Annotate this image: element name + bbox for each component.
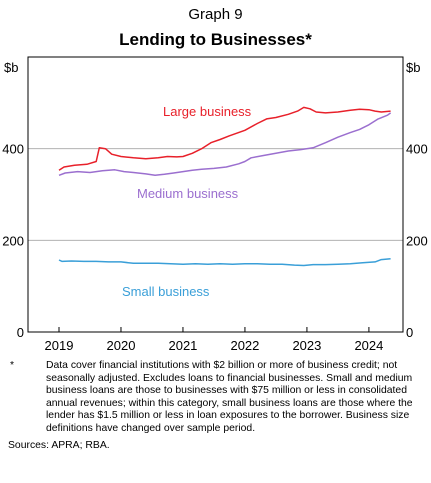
y-axis-label-right: $b bbox=[406, 60, 420, 75]
y-tick-left-0: 0 bbox=[17, 325, 24, 340]
y-tick-left-200: 200 bbox=[2, 233, 24, 248]
x-tick-2019: 2019 bbox=[45, 338, 74, 353]
plot-frame bbox=[27, 56, 404, 333]
footnote-text: Data cover financial institutions with $… bbox=[46, 360, 413, 434]
series-line-large-business bbox=[58, 106, 391, 171]
annotation-layer: Large business Medium business Small busin… bbox=[122, 104, 252, 299]
tick-layer: 0 0 200 200 400 400 2019 2020 2021 2022 2023 2024 bbox=[2, 142, 427, 353]
x-tick-2023: 2023 bbox=[292, 338, 321, 353]
line-chart: $b $b 0 0 200 200 400 400 2019 2020 2021 2022 2023… bbox=[2, 56, 428, 353]
sources: Sources: APRA; RBA. bbox=[8, 439, 110, 451]
y-tick-left-400: 400 bbox=[2, 142, 24, 157]
x-tick-2024: 2024 bbox=[354, 338, 383, 353]
label-medium-business: Medium business bbox=[137, 186, 239, 201]
series-line-small-business bbox=[58, 257, 391, 267]
grid-layer bbox=[28, 148, 403, 241]
label-large-business: Large business bbox=[163, 104, 252, 119]
y-tick-right-400: 400 bbox=[406, 142, 428, 157]
graph-number: Graph 9 bbox=[188, 6, 243, 23]
x-tick-2020: 2020 bbox=[107, 338, 136, 353]
y-tick-right-200: 200 bbox=[406, 233, 428, 248]
series-line-medium-business bbox=[58, 112, 392, 177]
label-small-business: Small business bbox=[122, 284, 210, 299]
series-layer bbox=[58, 106, 392, 267]
y-tick-right-0: 0 bbox=[406, 325, 413, 340]
x-tick-2022: 2022 bbox=[230, 338, 259, 353]
chart-title: Lending to Businesses* bbox=[119, 30, 312, 49]
y-axis-label-left: $b bbox=[4, 60, 18, 75]
footnote-marker: * bbox=[10, 360, 15, 371]
x-tick-2021: 2021 bbox=[168, 338, 197, 353]
footnote: * Data cover financial institutions with… bbox=[8, 360, 423, 452]
